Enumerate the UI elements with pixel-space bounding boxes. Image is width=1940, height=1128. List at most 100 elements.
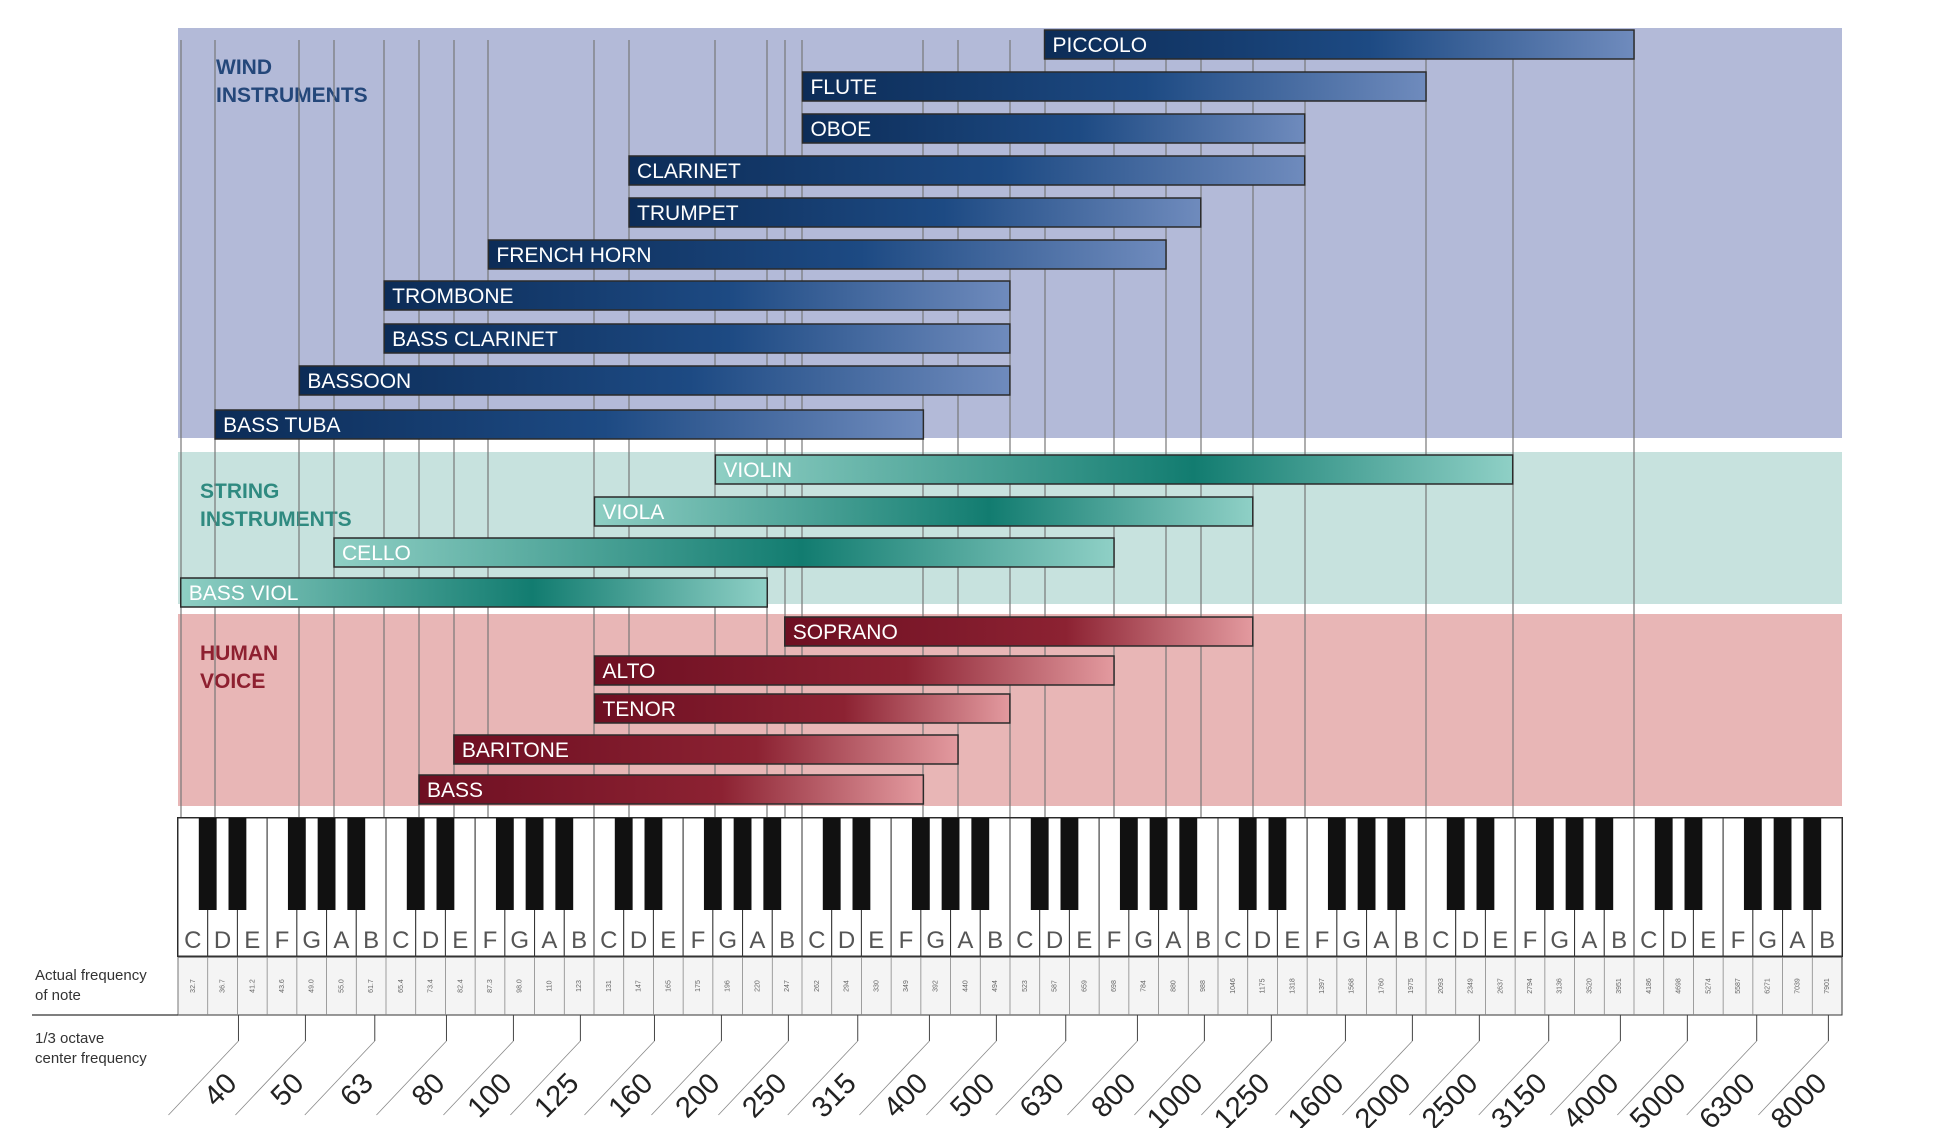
black-key <box>287 818 306 910</box>
black-key <box>1535 818 1554 910</box>
wind-instruments-group-label: WIND INSTRUMENTS <box>216 56 368 107</box>
range-bar-fill <box>333 537 1115 568</box>
range-bar-label: SOPRANO <box>793 621 898 644</box>
white-key-label: C <box>600 927 617 954</box>
third-octave-leader <box>376 1040 447 1116</box>
black-key <box>317 818 336 910</box>
white-key-label: B <box>1611 927 1627 954</box>
note-frequency-value: 1318 <box>1289 978 1296 994</box>
third-octave-leader <box>1550 1040 1621 1116</box>
third-octave-leader <box>235 1040 306 1116</box>
range-bar-clarinet: CLARINET <box>628 155 1306 186</box>
range-bar-fill <box>714 454 1514 485</box>
range-bar-bassoon: BASSOON <box>298 365 1011 396</box>
black-key <box>1476 818 1495 910</box>
white-key-label: D <box>1670 927 1687 954</box>
white-key-label: C <box>1016 927 1033 954</box>
white-key-label: E <box>1700 927 1716 954</box>
note-frequency-value: 2093 <box>1438 978 1445 994</box>
third-octave-label: 80 <box>406 1067 451 1112</box>
third-octave-leader <box>1617 1040 1688 1116</box>
note-frequency-value: 73.4 <box>428 979 435 993</box>
range-bar-fill <box>453 734 959 765</box>
note-frequency-value: 2349 <box>1468 978 1475 994</box>
range-bars: PICCOLO FLUTE OBOE CLARINET TRUMPET FRENCH HO… <box>179 29 1635 805</box>
note-frequency-value: 330 <box>873 980 880 992</box>
note-frequency-value: 7039 <box>1794 978 1801 994</box>
note-frequency-value: 1397 <box>1319 978 1326 994</box>
black-key <box>1803 818 1822 910</box>
note-frequency-value: 4186 <box>1646 978 1653 994</box>
range-bar-label: ALTO <box>602 660 655 683</box>
black-key <box>1030 818 1049 910</box>
third-octave-label: 500 <box>944 1067 1001 1124</box>
white-key-label: F <box>275 927 290 954</box>
third-octave-leader <box>787 1040 859 1116</box>
note-frequency-value: 7901 <box>1824 978 1831 994</box>
note-frequency-value: 5587 <box>1735 978 1742 994</box>
third-octave-label: 125 <box>528 1067 585 1124</box>
third-octave-leader <box>510 1040 581 1116</box>
third-octave-leader <box>1275 1040 1346 1116</box>
white-key-label: D <box>838 927 855 954</box>
third-octave-leader <box>926 1040 997 1116</box>
black-key <box>1773 818 1792 910</box>
black-key <box>436 818 455 910</box>
white-key-label: C <box>392 927 409 954</box>
black-key <box>733 818 752 910</box>
white-key-label: A <box>1165 927 1181 954</box>
third-octave-leader <box>1409 1040 1480 1116</box>
black-key <box>1654 818 1673 910</box>
black-key <box>228 818 247 910</box>
range-bar-label: VIOLIN <box>723 459 792 482</box>
black-key <box>1684 818 1703 910</box>
black-key <box>1565 818 1584 910</box>
white-key-label: E <box>660 927 676 954</box>
white-key-label: B <box>571 927 587 954</box>
white-key-label: D <box>1462 927 1479 954</box>
white-key-label: G <box>1342 927 1361 954</box>
note-frequency-value: 4698 <box>1676 978 1683 994</box>
white-key-label: D <box>1254 927 1271 954</box>
note-frequency-value: 659 <box>1081 980 1088 992</box>
range-bar-label: BASSOON <box>307 370 411 393</box>
black-key <box>614 818 633 910</box>
white-key-label: G <box>718 927 737 954</box>
range-bar-fill <box>214 409 925 440</box>
white-key-label: F <box>1731 927 1746 954</box>
note-frequency-value: 123 <box>576 980 583 992</box>
white-key-label: E <box>868 927 884 954</box>
note-frequency-value: 1046 <box>1230 978 1237 994</box>
note-frequency-value: 65.4 <box>398 979 405 993</box>
range-bar-tenor: TENOR <box>593 693 1011 724</box>
black-key <box>1060 818 1079 910</box>
note-frequency-strip: 32.7 36.7 41.2 43.6 49.0 55.0 61.7 65.4 73.4 82.4… <box>32 956 1843 1016</box>
note-frequency-value: 220 <box>754 980 761 992</box>
third-octave-leader <box>1686 1040 1757 1116</box>
range-bar-french-horn: FRENCH HORN <box>487 239 1167 270</box>
range-bar-label: FLUTE <box>810 76 877 99</box>
note-frequency-value: 880 <box>1170 980 1177 992</box>
black-key <box>1357 818 1376 910</box>
white-key-label: D <box>1046 927 1063 954</box>
note-frequency-caption: Actual frequency of note <box>35 967 147 1004</box>
range-bar-soprano: SOPRANO <box>784 616 1254 647</box>
note-frequency-value: 36.7 <box>220 979 227 993</box>
range-bar-baritone: BARITONE <box>453 734 959 765</box>
third-octave-leader <box>995 1040 1067 1116</box>
third-octave-leader <box>1201 1040 1272 1116</box>
third-octave-label: 200 <box>670 1067 727 1124</box>
range-bar-label: CELLO <box>342 542 411 565</box>
third-octave-leader <box>304 1040 376 1116</box>
black-key <box>406 818 425 910</box>
note-frequency-value: 3136 <box>1557 978 1564 994</box>
third-octave-leader <box>1134 1040 1205 1116</box>
black-key <box>1446 818 1465 910</box>
third-octave-leader <box>1342 1040 1413 1116</box>
range-bar-label: OBOE <box>810 118 871 141</box>
white-key-label: B <box>1195 927 1211 954</box>
range-bar-label: VIOLA <box>602 501 664 524</box>
note-frequency-value: 175 <box>695 980 702 992</box>
third-octave-label: 250 <box>736 1067 793 1124</box>
